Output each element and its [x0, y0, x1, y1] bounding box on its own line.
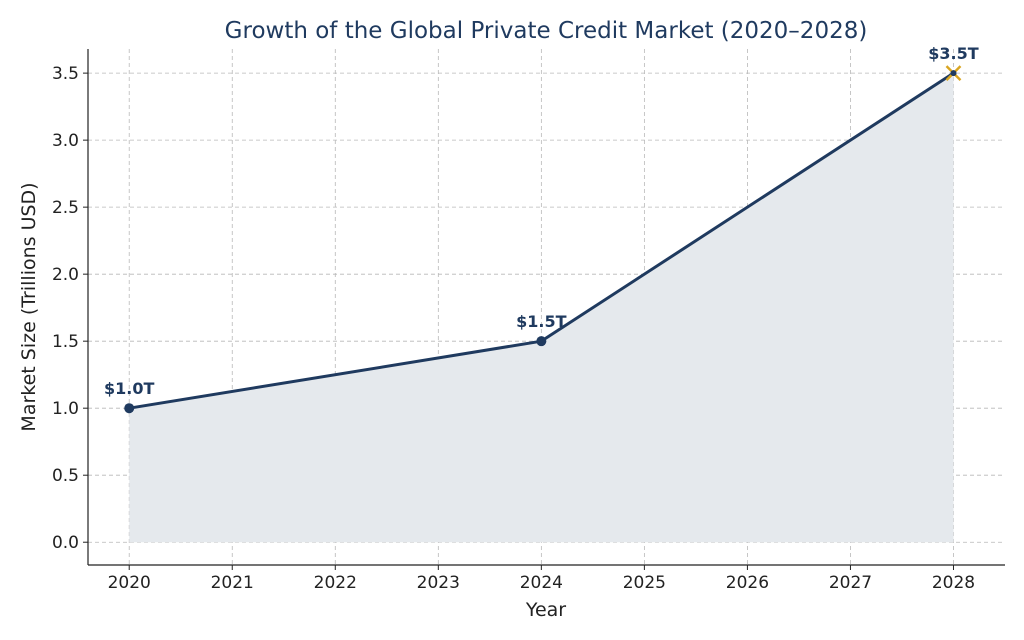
area-layer	[129, 73, 954, 543]
x-tick-label: 2022	[314, 573, 357, 593]
data-label: $1.0T	[104, 379, 154, 398]
data-labels: $1.0T $1.5T $3.5T	[104, 44, 979, 398]
x-tick-label: 2021	[211, 573, 254, 593]
y-tick-label: 3.0	[52, 131, 79, 151]
x-tick-label: 2025	[623, 573, 666, 593]
x-tick-label: 2026	[726, 573, 769, 593]
y-tick-label: 3.5	[52, 64, 79, 84]
y-tick-label: 1.0	[52, 399, 79, 419]
data-points	[124, 65, 962, 414]
y-tick-label: 0.5	[52, 466, 79, 486]
data-point	[950, 70, 957, 77]
data-label: $3.5T	[928, 44, 978, 63]
y-tick-label: 0.0	[52, 533, 79, 553]
x-tick-label: 2027	[829, 573, 872, 593]
x-axis-label: Year	[525, 599, 566, 621]
x-tick-label: 2028	[932, 573, 975, 593]
data-label: $1.5T	[516, 312, 566, 331]
area-fill	[129, 73, 954, 543]
y-axis-label: Market Size (Trillions USD)	[18, 182, 40, 431]
tick-labels: 2020 2021 2022 2023 2024 2025 2026 2027 2028 0.0 0…	[52, 64, 975, 593]
chart-title: Growth of the Global Private Credit Mark…	[225, 18, 868, 44]
data-point	[536, 336, 547, 347]
data-point	[124, 403, 135, 414]
x-tick-label: 2024	[520, 573, 563, 593]
y-tick-label: 2.0	[52, 265, 79, 285]
y-tick-label: 2.5	[52, 198, 79, 218]
x-tick-label: 2020	[108, 573, 151, 593]
axes	[87, 49, 1005, 566]
x-tick-label: 2023	[417, 573, 460, 593]
y-tick-label: 1.5	[52, 332, 79, 352]
